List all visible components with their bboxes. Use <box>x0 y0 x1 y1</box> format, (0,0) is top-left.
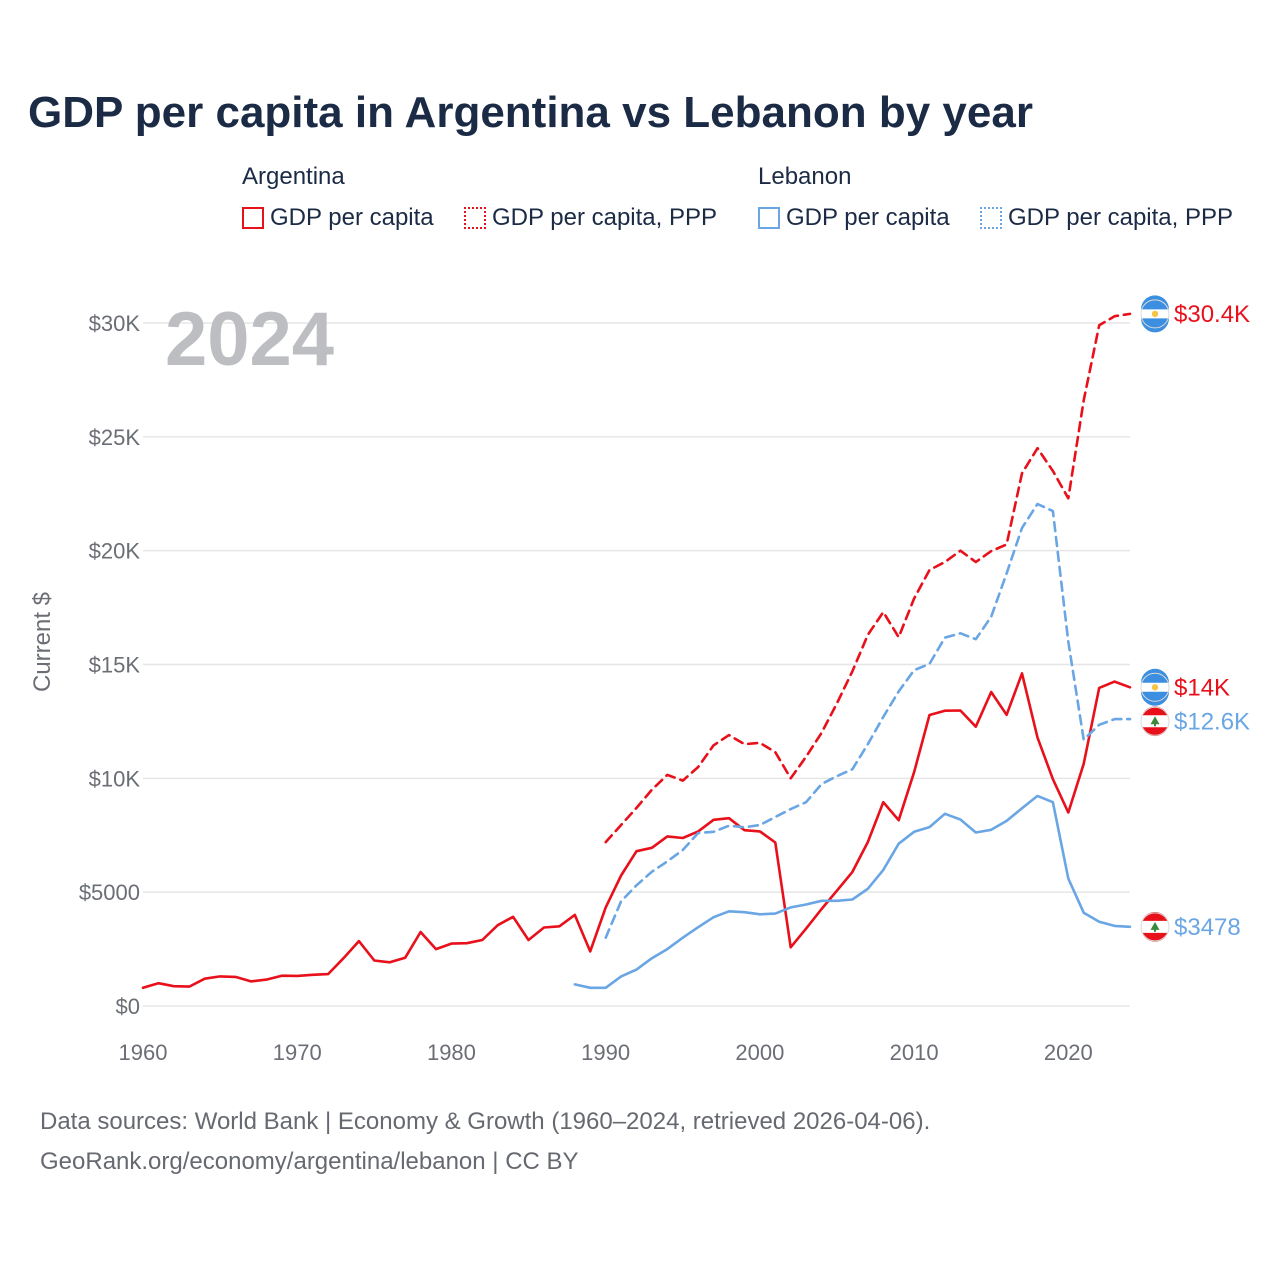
end-value-label: $3478 <box>1174 914 1241 941</box>
footer-sources: Data sources: World Bank | Economy & Gro… <box>40 1108 931 1135</box>
label-layer: $30.4K $14K $12.6K $3478 <box>1140 295 1250 942</box>
x-tick-label: 2000 <box>735 1040 784 1065</box>
y-axis-label: Current $ <box>29 592 56 692</box>
x-tick-label: 2010 <box>890 1040 939 1065</box>
argentina-flag-icon <box>1140 295 1170 333</box>
legend-swatch-solid-red <box>242 207 264 229</box>
x-tick-label: 1960 <box>119 1040 168 1065</box>
series-line-lebanon-gdp-per-capita[interactable] <box>573 794 1132 990</box>
x-tick-label: 1980 <box>427 1040 476 1065</box>
series-line-lebanon-gdp-per-capita-ppp[interactable] <box>604 502 1132 939</box>
y-tick-label: $0 <box>116 994 140 1019</box>
y-tick-label: $30K <box>89 311 141 336</box>
grid-layer <box>143 322 1130 1007</box>
year-watermark: 2024 <box>165 297 335 382</box>
legend-argentina-gdp-label: GDP per capita <box>270 204 434 231</box>
y-tick-label: $15K <box>89 653 141 678</box>
legend-lebanon-ppp[interactable]: GDP per capita, PPP <box>980 204 1233 232</box>
legend-lebanon-title: Lebanon <box>758 163 852 190</box>
legend-lebanon-gdp-label: GDP per capita <box>786 204 950 231</box>
legend-lebanon-ppp-label: GDP per capita, PPP <box>1008 204 1233 231</box>
axis-layer: $0 $5000 $10K $15K $20K $25K $30K 1960 1970 1980 1… <box>79 311 1093 1065</box>
series-line-argentina-gdp-per-capita-ppp[interactable] <box>604 312 1132 844</box>
series-layer <box>141 312 1132 990</box>
end-value-label: $14K <box>1174 674 1230 701</box>
end-value-label: $12.6K <box>1174 708 1250 735</box>
legend-argentina-ppp[interactable]: GDP per capita, PPP <box>464 204 717 232</box>
y-tick-label: $10K <box>89 766 141 791</box>
x-tick-label: 2020 <box>1044 1040 1093 1065</box>
y-tick-label: $20K <box>89 539 141 564</box>
legend-lebanon-gdp[interactable]: GDP per capita <box>758 204 950 232</box>
x-tick-label: 1970 <box>273 1040 322 1065</box>
argentina-flag-icon <box>1140 668 1170 706</box>
lebanon-flag-icon <box>1140 912 1170 942</box>
y-tick-label: $5000 <box>79 880 140 905</box>
x-tick-label: 1990 <box>581 1040 630 1065</box>
legend-argentina-gdp[interactable]: GDP per capita <box>242 204 434 232</box>
end-value-label: $30.4K <box>1174 301 1250 328</box>
legend-swatch-solid-blue <box>758 207 780 229</box>
legend-swatch-dotted-blue <box>980 207 1002 229</box>
legend-argentina-title: Argentina <box>242 163 345 190</box>
y-tick-label: $25K <box>89 425 141 450</box>
legend-swatch-dotted-red <box>464 207 486 229</box>
chart-title: GDP per capita in Argentina vs Lebanon b… <box>28 88 1033 137</box>
legend-argentina-ppp-label: GDP per capita, PPP <box>492 204 717 231</box>
series-line-argentina-gdp-per-capita[interactable] <box>141 672 1132 990</box>
lebanon-flag-icon <box>1140 706 1170 737</box>
footer-link[interactable]: GeoRank.org/economy/argentina/lebanon | … <box>40 1148 579 1175</box>
